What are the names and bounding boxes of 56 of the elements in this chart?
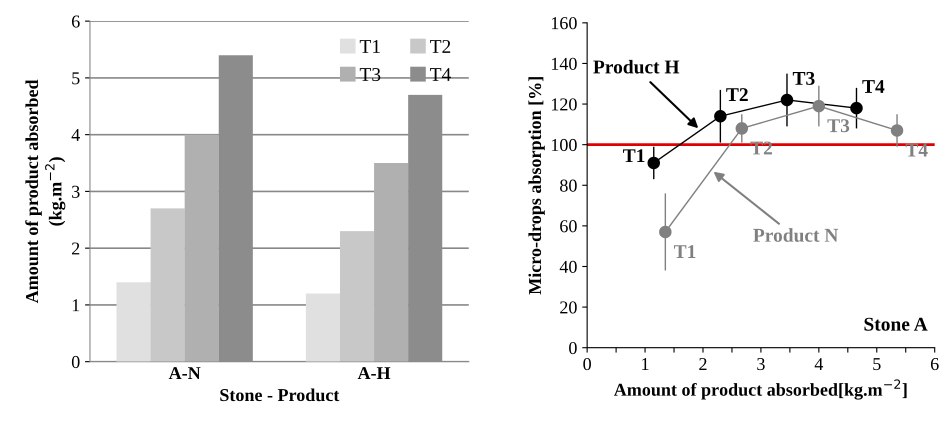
legend-label: T4 <box>430 68 451 81</box>
x-tick-label: 5 <box>873 358 881 370</box>
x-tick-label: 2 <box>699 358 707 370</box>
x-axis-title: Amount of product absorbed[kg.m$^{−2}$] <box>614 379 907 400</box>
x-tick-label: 0 <box>583 358 591 370</box>
x-axis-title: Stone - Product <box>220 388 340 402</box>
point <box>850 102 863 114</box>
data-label: T2 <box>726 88 748 101</box>
bar <box>340 231 374 362</box>
text: Product H <box>593 60 680 74</box>
y-tick-label: 4 <box>72 129 80 141</box>
y-tick-label: 140 <box>552 58 577 70</box>
x-tick-label: 3 <box>757 358 765 370</box>
data-label: T1 <box>674 245 696 258</box>
bar <box>374 163 408 362</box>
y-tick-label: 80 <box>560 180 577 192</box>
y-axis-title: Micro-drops absorption [%] <box>528 77 545 294</box>
y-tick-label: 120 <box>552 98 577 110</box>
x-tick-label: A-N <box>168 367 200 380</box>
text: Product N <box>753 228 838 242</box>
y-tick-label: 160 <box>552 17 577 30</box>
y-tick-label: 40 <box>560 260 577 273</box>
bar <box>150 208 185 362</box>
legend-label: T2 <box>430 40 450 53</box>
point <box>659 226 672 238</box>
y-axis-title: Amount of product absorbed (kg.m$^{−2}$) <box>25 80 66 304</box>
annotation: Stone A <box>864 318 928 331</box>
data-label: T3 <box>792 72 815 85</box>
data-label: T4 <box>862 80 884 93</box>
bar <box>184 134 219 362</box>
point <box>714 110 727 122</box>
point <box>648 156 660 170</box>
legend-label: T3 <box>360 68 380 82</box>
point <box>812 100 826 112</box>
point <box>780 94 794 106</box>
data-label: T3 <box>827 119 850 132</box>
legend-label: T1 <box>360 40 380 53</box>
y-tick-label: 60 <box>560 220 577 232</box>
y-tick-label: 5 <box>72 72 80 84</box>
y-tick-label: 6 <box>72 15 80 28</box>
x-tick-label: A-H <box>358 367 390 380</box>
data-label: T4 <box>906 144 928 156</box>
x-tick-label: 6 <box>930 358 939 370</box>
x-tick-label: 1 <box>642 358 648 370</box>
y-tick-label: 3 <box>72 186 80 198</box>
data-label: T1 <box>623 149 644 162</box>
y-tick-label: 1 <box>72 299 80 312</box>
bar <box>306 294 340 362</box>
x-tick-label: 4 <box>814 358 824 370</box>
point <box>736 122 748 135</box>
y-tick-label: 0 <box>569 342 577 354</box>
y-tick-label: 100 <box>552 138 577 152</box>
point <box>890 124 904 137</box>
y-tick-label: 20 <box>560 301 577 314</box>
y-tick-label: 2 <box>72 242 80 254</box>
bar <box>116 282 151 362</box>
